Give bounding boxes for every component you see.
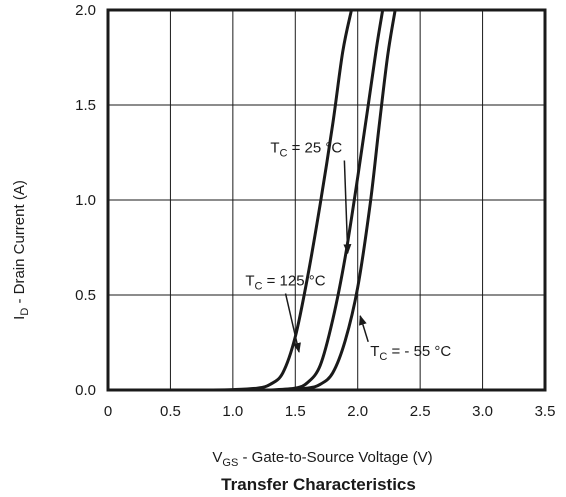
- y-tick-label: 1.5: [75, 97, 96, 114]
- series-line-tcm55: [281, 10, 397, 390]
- x-tick-label: 3.0: [472, 403, 493, 420]
- y-tick-label: 0.0: [75, 382, 96, 399]
- x-tick-label: 1.5: [285, 403, 306, 420]
- annotation-arrow-tc25: [343, 160, 352, 255]
- y-axis-label: ID - Drain Current (A): [11, 180, 31, 320]
- grid: [108, 10, 545, 390]
- annotation-arrow-tc125: [284, 293, 301, 353]
- annotation-arrow-tcm55: [359, 314, 369, 343]
- series-line-tc25: [268, 10, 385, 390]
- x-tick-label: 3.5: [535, 403, 556, 420]
- y-tick-label: 1.0: [75, 192, 96, 209]
- y-tick-label: 0.5: [75, 287, 96, 304]
- annotations: TC = 25 °C TC = 125 °C TC = - 55 °C: [245, 140, 451, 363]
- chart-title: Transfer Characteristics: [221, 475, 416, 494]
- x-tick-label: 2.5: [410, 403, 431, 420]
- plot-frame: [106, 8, 547, 392]
- x-tick-label: 0.5: [160, 403, 181, 420]
- x-tick-label: 2.0: [347, 403, 368, 420]
- x-tick-labels: 0 0.5 1.0 1.5 2.0 2.5 3.0 3.5: [104, 403, 556, 420]
- annotation-label-tc125: TC = 125 °C: [245, 273, 325, 293]
- y-tick-labels: 0.0 0.5 1.0 1.5 2.0: [75, 2, 96, 399]
- x-axis-label: VGS - Gate-to-Source Voltage (V): [212, 449, 432, 469]
- annotation-label-tcm55: TC = - 55 °C: [370, 343, 451, 363]
- x-tick-label: 1.0: [222, 403, 243, 420]
- x-tick-label: 0: [104, 403, 112, 420]
- annotation-label-tc25: TC = 25 °C: [270, 140, 342, 160]
- y-tick-label: 2.0: [75, 2, 96, 19]
